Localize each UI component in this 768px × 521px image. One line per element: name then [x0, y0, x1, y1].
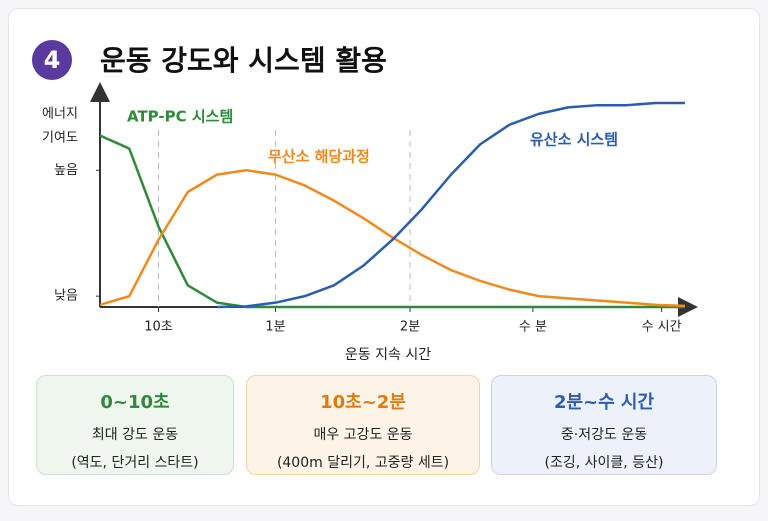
card-title: 10초~2분 — [320, 392, 406, 413]
card-text: (조깅, 사이클, 등산) — [544, 455, 664, 471]
card-title: 2분~수 시간 — [553, 392, 655, 413]
x-tick-label: 1분 — [265, 320, 285, 335]
badge-circle — [32, 40, 72, 80]
y-label: 기여도 — [42, 131, 78, 146]
series-label: ATP-PC 시스템 — [127, 108, 233, 126]
y-label: 에너지 — [42, 107, 78, 122]
x-tick-label: 수 분 — [519, 320, 547, 335]
chart-title: 운동 강도와 시스템 활용 — [100, 44, 387, 77]
x-tick-label: 수 시간 — [642, 320, 682, 335]
badge: 4 — [44, 46, 61, 74]
card-title: 0~10초 — [100, 392, 170, 413]
y-tick-label: 낮음 — [54, 289, 78, 304]
series-line — [99, 134, 685, 309]
card-text: (역도, 단거리 스타트) — [71, 455, 199, 471]
x-tick-label: 10초 — [144, 320, 173, 335]
series-label: 무산소 해당과정 — [268, 148, 370, 166]
series-label: 유산소 시스템 — [530, 131, 618, 149]
x-label: 운동 지속 시간 — [345, 347, 431, 363]
card-text: (400m 달리기, 고중량 세트) — [276, 455, 450, 471]
y-tick-label: 높음 — [54, 163, 78, 178]
card-text: 최대 강도 운동 — [91, 427, 179, 443]
series-line — [99, 169, 686, 308]
card-text: 매우 고강도 운동 — [313, 427, 413, 443]
x-tick-label: 2분 — [400, 320, 420, 335]
series-line — [216, 101, 685, 309]
card-text: 중·저강도 운동 — [560, 427, 648, 443]
